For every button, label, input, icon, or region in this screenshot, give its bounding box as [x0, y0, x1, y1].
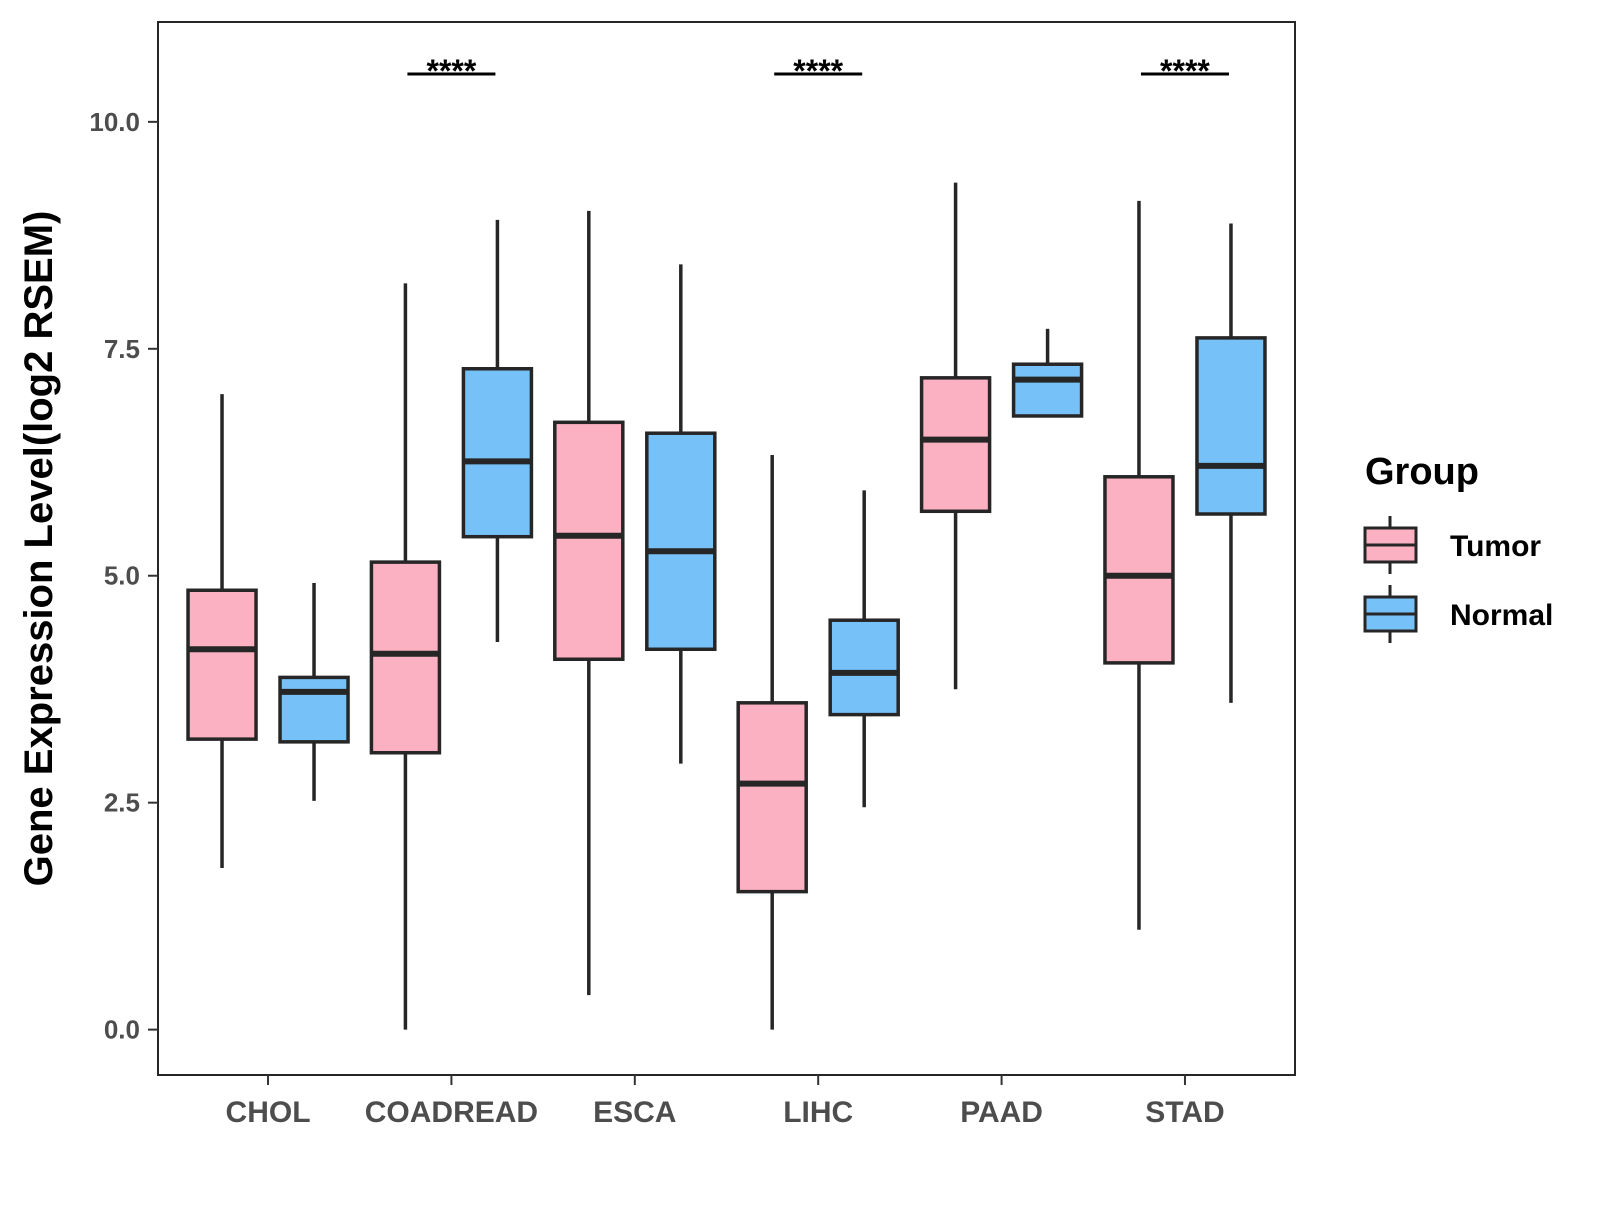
box-body: [461, 367, 534, 539]
x-tick-label: ESCA: [593, 1096, 676, 1129]
box-body: [186, 588, 258, 741]
box-body: [278, 675, 350, 744]
y-tick-label: 10.0: [89, 107, 140, 137]
box-body: [645, 431, 717, 652]
legend-label: Tumor: [1450, 530, 1541, 563]
box-normal-stad: [1195, 223, 1267, 703]
box-normal-esca: [645, 264, 717, 764]
box-tumor-chol: [186, 394, 258, 869]
box-body: [1103, 475, 1175, 665]
box-body: [736, 701, 808, 894]
significance-stars: ****: [427, 53, 477, 89]
box-body: [553, 420, 625, 661]
box-tumor-coadread: [369, 283, 442, 1030]
x-tick-label: STAD: [1145, 1096, 1224, 1129]
box-body: [828, 618, 900, 717]
box-tumor-paad: [919, 182, 992, 690]
y-axis-title: Gene Expression Level(log2 RSEM): [17, 211, 61, 887]
significance-stars: ****: [1160, 53, 1210, 89]
boxes-layer: [186, 182, 1267, 1030]
box-normal-coadread: [461, 219, 534, 642]
y-tick-label: 0.0: [104, 1015, 140, 1045]
legend-key-tumor: [1363, 516, 1418, 574]
box-normal-chol: [278, 582, 350, 801]
box-body: [1195, 336, 1267, 516]
axis-layer: 0.0 2.5 5.0 7.5 10.0 CHOL COADREAD ESCA LIHC PAAD…: [17, 21, 1296, 1129]
legend-label: Normal: [1450, 599, 1553, 632]
box-body: [369, 560, 442, 755]
legend-key-normal: [1363, 585, 1418, 643]
legend-title: Group: [1365, 451, 1479, 493]
x-tick-label: LIHC: [783, 1096, 853, 1129]
box-normal-paad: [1011, 328, 1084, 418]
y-tick-label: 5.0: [104, 561, 140, 591]
box-normal-lihc: [828, 490, 900, 808]
y-tick-label: 2.5: [104, 788, 140, 818]
x-tick-label: PAAD: [960, 1096, 1043, 1129]
x-tick-label: CHOL: [226, 1096, 311, 1129]
box-tumor-lihc: [736, 455, 808, 1030]
x-tick-label: COADREAD: [365, 1096, 538, 1129]
legend: Group Tumor Normal: [1363, 451, 1553, 643]
y-tick-label: 7.5: [104, 334, 140, 364]
significance-stars: ****: [793, 53, 843, 89]
box-tumor-stad: [1103, 200, 1175, 930]
box-tumor-esca: [553, 210, 625, 996]
box-body: [1011, 362, 1084, 418]
panel-border: [157, 21, 1296, 1076]
significance-annotations: **** **** ****: [407, 53, 1229, 89]
box-body: [919, 376, 992, 514]
